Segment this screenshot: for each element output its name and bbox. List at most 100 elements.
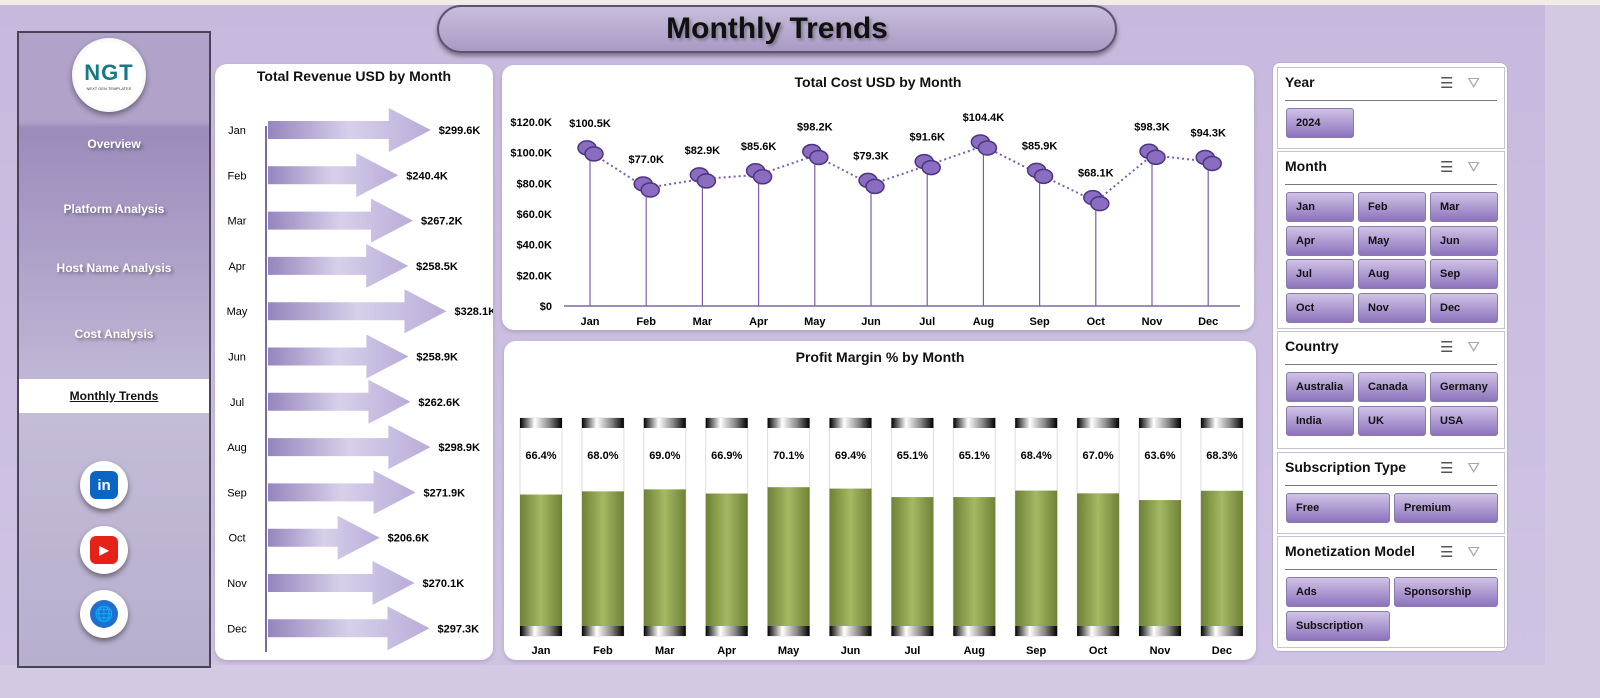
multi-select-icon[interactable]: ☰: [1439, 460, 1468, 477]
x-tick-label: Aug: [964, 645, 985, 657]
revenue-arrow-bar: [268, 515, 380, 560]
x-tick-label: Jan: [532, 645, 551, 657]
slicer-item[interactable]: Sponsorship: [1394, 577, 1498, 607]
nav-overview[interactable]: Overview: [87, 137, 141, 151]
x-tick-label: Jul: [904, 645, 920, 657]
nav-cost-analysis[interactable]: Cost Analysis: [74, 327, 154, 341]
nav-monthly-trends[interactable]: Monthly Trends: [19, 379, 209, 413]
x-tick-label: Nov: [1142, 316, 1164, 328]
page-title: Monthly Trends: [437, 5, 1117, 53]
cylinder-cap-top: [1077, 418, 1120, 428]
clear-filter-icon[interactable]: ⛛: [1467, 544, 1494, 561]
category-label: Jun: [228, 352, 246, 364]
slicer-item[interactable]: Aug: [1358, 259, 1426, 289]
cylinder-cap-bottom: [520, 626, 562, 636]
data-label: 66.9%: [711, 450, 742, 462]
data-label: $98.2K: [797, 121, 833, 133]
x-tick-label: Oct: [1089, 645, 1108, 657]
slicer-item[interactable]: USA: [1430, 405, 1498, 436]
data-label: $328.1K: [454, 306, 493, 318]
coin-marker: [809, 149, 829, 166]
cylinder-cap-top: [1015, 418, 1058, 428]
data-label: $258.5K: [416, 261, 458, 273]
divider: [1285, 100, 1497, 101]
multi-select-icon[interactable]: ☰: [1439, 544, 1468, 561]
x-tick-label: Apr: [749, 316, 769, 328]
y-tick-label: $60.0K: [517, 209, 553, 221]
cylinder-cap-top: [581, 418, 624, 428]
profit-bar: [581, 491, 624, 626]
data-label: $240.4K: [406, 170, 448, 182]
category-label: Oct: [228, 533, 245, 545]
slicer-item[interactable]: Jun: [1430, 225, 1498, 256]
slicer-item[interactable]: India: [1286, 405, 1354, 436]
revenue-arrow-bar: [268, 198, 413, 243]
slicer-item[interactable]: Ads: [1286, 577, 1390, 607]
data-label: 69.0%: [649, 450, 680, 462]
coin-marker: [977, 140, 998, 156]
slicer-item[interactable]: 2024: [1286, 108, 1354, 138]
globe-icon: 🌐: [90, 600, 118, 628]
data-label: $79.3K: [853, 150, 889, 162]
revenue-arrow-bar: [268, 379, 411, 424]
multi-select-icon[interactable]: ☰: [1439, 159, 1468, 176]
multi-select-icon[interactable]: ☰: [1439, 75, 1468, 92]
logo-subtext: NEXT GEN TEMPLATES: [86, 85, 132, 91]
profit-bar: [1139, 500, 1181, 626]
slicer-item[interactable]: Dec: [1430, 292, 1498, 323]
x-tick-label: Dec: [1212, 645, 1232, 657]
profit-bar: [891, 497, 934, 626]
nav-host-name-analysis[interactable]: Host Name Analysis: [56, 261, 172, 275]
revenue-chart-panel: Total Revenue USD by Month Jan $299.6K Feb…: [215, 64, 496, 660]
slicer-title: Month: [1285, 158, 1327, 174]
profit-bar: [643, 489, 686, 626]
slicer-item[interactable]: Free: [1286, 493, 1390, 523]
website-button[interactable]: 🌐: [80, 590, 128, 638]
youtube-button[interactable]: ▶: [80, 526, 128, 574]
slicer-year: Year ☰⛛ 2024: [1277, 67, 1505, 149]
profit-bar: [1200, 490, 1243, 626]
revenue-arrow-bar: [268, 289, 447, 334]
y-tick-label: $120.0K: [510, 117, 552, 129]
linkedin-button[interactable]: in: [80, 461, 128, 509]
data-label: $297.3K: [438, 623, 480, 635]
data-label: $299.6K: [439, 125, 481, 137]
data-label: $270.1K: [423, 578, 465, 590]
slicer-item[interactable]: May: [1358, 225, 1426, 256]
clear-filter-icon[interactable]: ⛛: [1467, 339, 1494, 356]
slicer-item[interactable]: Australia: [1286, 372, 1354, 402]
slicer-item[interactable]: Jul: [1286, 259, 1354, 289]
coin-marker: [584, 146, 604, 162]
coin-marker: [1202, 155, 1222, 172]
slicer-item[interactable]: Jan: [1286, 192, 1354, 222]
data-label: $85.6K: [741, 141, 777, 153]
cylinder-cap-top: [891, 418, 934, 428]
slicer-item[interactable]: Canada: [1358, 372, 1426, 402]
slicer-item[interactable]: Subscription: [1286, 610, 1390, 641]
cylinder-cap-bottom: [1077, 626, 1120, 636]
slicer-item[interactable]: Apr: [1286, 225, 1354, 256]
clear-filter-icon[interactable]: ⛛: [1467, 75, 1494, 92]
slicer-item[interactable]: Premium: [1394, 493, 1498, 523]
slicer-country: Country ☰⛛ Australia Canada Germany India UK US…: [1277, 331, 1505, 449]
nav-platform-analysis[interactable]: Platform Analysis: [63, 202, 165, 216]
clear-filter-icon[interactable]: ⛛: [1467, 460, 1494, 477]
slicer-item[interactable]: UK: [1358, 405, 1426, 436]
slicer-item[interactable]: Germany: [1430, 372, 1498, 402]
data-label: 68.4%: [1021, 450, 1052, 462]
data-label: $271.9K: [424, 487, 466, 499]
x-tick-label: Jul: [919, 316, 935, 328]
x-tick-label: Aug: [973, 316, 994, 328]
slicer-item[interactable]: Nov: [1358, 292, 1426, 323]
slicer-item[interactable]: Oct: [1286, 292, 1354, 323]
clear-filter-icon[interactable]: ⛛: [1467, 159, 1494, 176]
multi-select-icon[interactable]: ☰: [1439, 339, 1468, 356]
slicer-item[interactable]: Sep: [1430, 259, 1498, 289]
revenue-arrow-bar: [268, 470, 416, 515]
slicer-title: Country: [1285, 338, 1339, 354]
slicer-item[interactable]: Mar: [1430, 192, 1498, 222]
youtube-icon: ▶: [90, 536, 118, 564]
cylinder-cap-bottom: [1200, 626, 1243, 636]
divider: [1285, 364, 1497, 365]
slicer-item[interactable]: Feb: [1358, 192, 1426, 222]
